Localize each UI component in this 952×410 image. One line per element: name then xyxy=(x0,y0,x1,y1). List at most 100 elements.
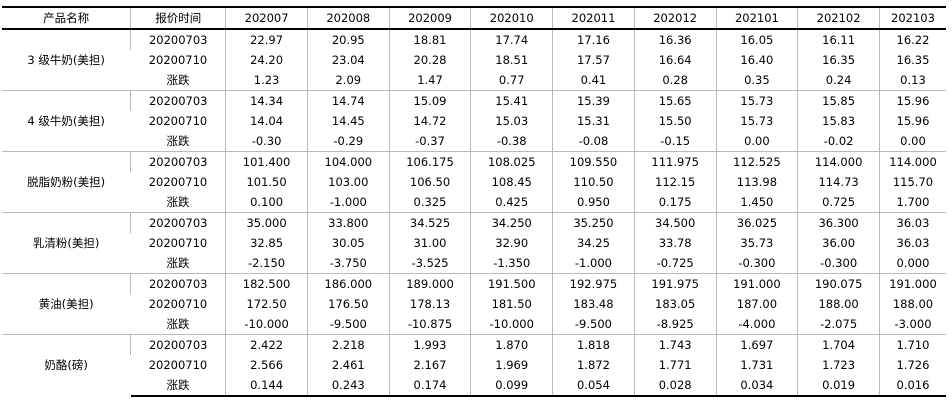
price-cell: 20.28 xyxy=(388,50,471,70)
quote-time-cell: 20200703 xyxy=(130,273,226,294)
price-cell: -10.000 xyxy=(470,314,553,335)
header-cell: 202007 xyxy=(225,6,308,30)
price-cell: 23.04 xyxy=(306,50,390,70)
price-cell: 176.50 xyxy=(306,294,390,314)
price-cell: 1.47 xyxy=(388,70,471,91)
price-cell: 0.950 xyxy=(552,192,635,213)
table-row: 涨跌 -0.30 -0.29 -0.37 -0.38 -0.08 -0.15 0.00 -0.0… xyxy=(2,131,946,152)
price-cell: 191.975 xyxy=(633,273,717,294)
table-row: 20200710 101.50 103.00 106.50 108.45 110.50 11… xyxy=(2,172,946,192)
price-cell: 110.50 xyxy=(552,172,635,192)
header-cell: 202102 xyxy=(797,6,880,30)
header-cell: 202009 xyxy=(388,6,471,30)
price-cell: 192.975 xyxy=(552,273,635,294)
price-cell: 0.144 xyxy=(225,375,308,397)
table-row: 乳清粉(美担) 20200703 35.000 33.800 34.525 34.250 3… xyxy=(2,212,946,274)
table-row: 3 级牛奶(美担) 20200703 22.97 20.95 18.81 17.74 17.… xyxy=(2,29,946,67)
table-row: 20200710 24.20 23.04 20.28 18.51 17.57 16.64 16… xyxy=(2,50,946,70)
price-cell: 16.35 xyxy=(878,50,946,70)
price-cell: 2.09 xyxy=(306,70,390,91)
price-cell: 35.000 xyxy=(225,212,308,233)
header-cell: 202008 xyxy=(306,6,390,30)
price-cell: 111.975 xyxy=(633,151,717,172)
table-row: 涨跌 0.144 0.243 0.174 0.099 0.054 0.028 0.034 0.0… xyxy=(2,375,946,397)
price-cell: 16.36 xyxy=(633,29,717,50)
price-cell: -0.30 xyxy=(225,131,308,152)
price-cell: -10.000 xyxy=(225,314,308,335)
table-row: 20200710 14.04 14.45 14.72 15.03 15.31 15.50 15… xyxy=(2,111,946,131)
price-cell: 182.500 xyxy=(225,273,308,294)
header-cell: 202103 xyxy=(878,6,946,30)
price-cell: 1.872 xyxy=(552,355,635,375)
price-cell: 0.35 xyxy=(715,70,798,91)
price-cell: 108.025 xyxy=(470,151,553,172)
price-cell: -3.525 xyxy=(388,253,471,274)
price-cell: 15.03 xyxy=(470,111,553,131)
quote-time-cell: 涨跌 xyxy=(166,316,190,331)
price-cell: 108.45 xyxy=(470,172,553,192)
price-cell: 33.800 xyxy=(306,212,390,233)
quote-time-cell: 20200703 xyxy=(130,151,226,172)
price-cell: 2.422 xyxy=(225,334,308,355)
price-cell: 18.51 xyxy=(470,50,553,70)
price-cell: 15.73 xyxy=(715,90,798,111)
product-name-cell: 奶酪(磅) xyxy=(2,334,131,396)
price-cell: -0.37 xyxy=(388,131,471,152)
price-cell: 0.77 xyxy=(470,70,553,91)
product-name-cell: 4 级牛奶(美担) xyxy=(2,90,131,152)
price-cell: 1.450 xyxy=(715,192,798,213)
price-cell: -0.725 xyxy=(633,253,717,274)
price-cell: 15.83 xyxy=(797,111,880,131)
price-cell: 2.218 xyxy=(306,334,390,355)
price-cell: 16.35 xyxy=(797,50,880,70)
price-cell: 1.704 xyxy=(797,334,880,355)
quote-time-cell: 20200703 xyxy=(130,334,226,355)
price-cell: 0.325 xyxy=(388,192,471,213)
product-name-cell: 黄油(美担) xyxy=(2,273,131,335)
price-cell: -1.000 xyxy=(306,192,390,213)
price-cell: 31.00 xyxy=(388,233,471,253)
product-name-cell: 乳清粉(美担) xyxy=(2,212,131,274)
price-cell: 15.09 xyxy=(388,90,471,111)
price-cell: 101.400 xyxy=(225,151,308,172)
price-cell: 0.000 xyxy=(878,253,946,274)
price-cell: 0.28 xyxy=(633,70,717,91)
price-cell: 112.525 xyxy=(715,151,798,172)
price-cell: -2.075 xyxy=(797,314,880,335)
price-cell: 190.075 xyxy=(797,273,880,294)
price-cell: 183.48 xyxy=(552,294,635,314)
price-cell: 2.566 xyxy=(225,355,308,375)
quote-time-cell: 20200703 xyxy=(130,212,226,233)
quote-time-cell: 涨跌 xyxy=(130,375,226,397)
price-cell: 14.04 xyxy=(225,111,308,131)
price-cell: 30.05 xyxy=(306,233,390,253)
price-cell: 32.85 xyxy=(225,233,308,253)
price-cell: 181.50 xyxy=(470,294,553,314)
price-cell: -0.15 xyxy=(633,131,717,152)
price-cell: 15.41 xyxy=(470,90,553,111)
price-cell: 1.697 xyxy=(715,334,798,355)
price-cell: 1.726 xyxy=(878,355,946,375)
price-table: 产品名称 报价时间 202007 202008 202009 202010 20… xyxy=(2,6,946,397)
price-cell: 0.174 xyxy=(388,375,471,397)
price-cell: 22.97 xyxy=(225,29,308,50)
price-cell: 15.85 xyxy=(797,90,880,111)
price-cell: 188.00 xyxy=(797,294,880,314)
price-cell: 1.969 xyxy=(470,355,553,375)
price-cell: 17.74 xyxy=(470,29,553,50)
table-row: 20200710 2.566 2.461 2.167 1.969 1.872 1.771 1.… xyxy=(2,355,946,375)
price-cell: 36.300 xyxy=(797,212,880,233)
price-cell: 191.500 xyxy=(470,273,553,294)
price-cell: 34.250 xyxy=(470,212,553,233)
price-cell: 189.000 xyxy=(388,273,471,294)
price-cell: 35.73 xyxy=(715,233,798,253)
price-cell: 0.028 xyxy=(633,375,717,397)
price-cell: -3.000 xyxy=(878,314,946,335)
price-cell: 106.50 xyxy=(388,172,471,192)
quote-time-cell: 20200710 xyxy=(148,52,208,67)
header-cell: 202011 xyxy=(552,6,635,30)
table-row: 黄油(美担) 20200703 182.500 186.000 189.000 191.5… xyxy=(2,273,946,335)
price-cell: 15.39 xyxy=(552,90,635,111)
price-cell: 16.05 xyxy=(715,29,798,50)
price-cell: 15.65 xyxy=(633,90,717,111)
